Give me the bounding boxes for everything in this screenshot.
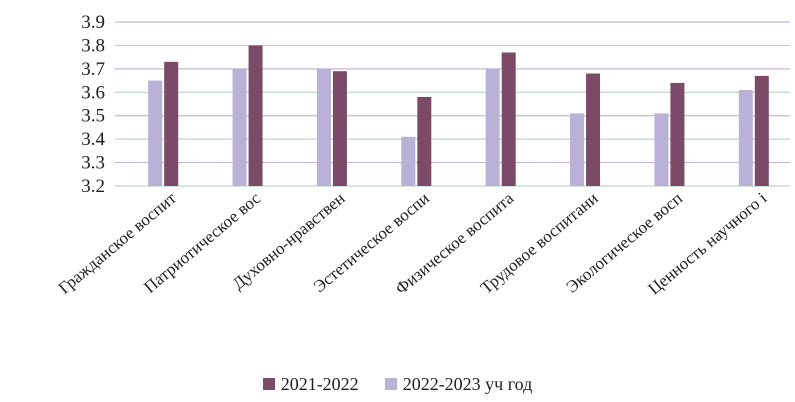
bar-2022-2023	[232, 68, 247, 186]
legend-swatch-2022-2023	[384, 378, 397, 390]
y-tick-label: 3.6	[81, 82, 105, 103]
bar-2022-2023	[316, 68, 331, 186]
bar-2021-2022	[417, 96, 432, 186]
bar-2022-2023	[148, 80, 163, 186]
legend-swatch-2021-2022	[262, 378, 275, 390]
bar-2022-2023	[738, 89, 753, 186]
bar-2021-2022	[248, 45, 263, 186]
legend-item-2022-2023: 2022-2023 уч год	[384, 373, 533, 395]
y-tick-label: 3.3	[81, 153, 105, 174]
bar-2021-2022	[332, 71, 347, 186]
bars	[148, 45, 769, 187]
bar-2022-2023	[570, 113, 585, 186]
bar-2022-2023	[485, 68, 500, 186]
bar-2022-2023	[401, 136, 416, 186]
legend-label-2022-2023: 2022-2023 уч год	[402, 373, 533, 394]
y-tick-label: 3.4	[81, 129, 105, 150]
legend-item-2021-2022: 2021-2022	[262, 373, 359, 395]
legend-label-2021-2022: 2021-2022	[280, 373, 359, 394]
bar-2021-2022	[670, 82, 685, 186]
bar-2021-2022	[501, 52, 516, 187]
y-axis-ticks: 3.93.8 3.73.6 3.53.4 3.33.2	[81, 12, 105, 197]
y-tick-label: 3.2	[81, 176, 105, 197]
gridlines	[115, 21, 790, 187]
bar-2021-2022	[164, 61, 179, 187]
legend: 2021-2022 2022-2023 уч год	[0, 370, 795, 398]
y-tick-label: 3.5	[81, 106, 105, 127]
y-tick-label: 3.7	[81, 59, 105, 80]
y-tick-label: 3.9	[81, 12, 105, 33]
bar-2021-2022	[586, 73, 601, 186]
bar-2022-2023	[654, 113, 669, 186]
y-tick-label: 3.8	[81, 35, 105, 56]
bar-2021-2022	[754, 75, 769, 186]
